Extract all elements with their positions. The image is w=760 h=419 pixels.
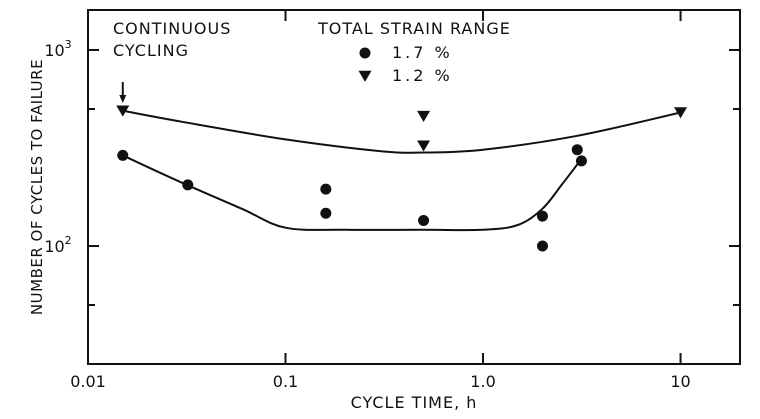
- legend-label: 1.7 %: [392, 43, 453, 62]
- legend-label: 1.2 %: [392, 66, 453, 85]
- x-tick-labels: 0.01 0.1 1.0 10: [70, 372, 691, 391]
- y-tick-label: 103: [44, 38, 71, 60]
- y-tick-label: 102: [44, 234, 71, 256]
- x-tick-label: 10: [670, 372, 690, 391]
- point-series-1-7: [320, 207, 332, 219]
- point-series-1-2: [417, 140, 431, 152]
- point-series-1-7: [536, 240, 548, 252]
- legend-title: TOTAL STRAIN RANGE: [317, 19, 511, 38]
- point-series-1-2: [417, 110, 431, 122]
- point-series-1-7: [575, 155, 587, 167]
- y-axis-label: NUMBER OF CYCLES TO FAILURE: [28, 59, 46, 315]
- point-series-1-7: [117, 149, 129, 161]
- y-tick-labels: 102 103: [44, 38, 71, 256]
- point-series-1-7: [418, 214, 430, 226]
- x-tick-label: 0.1: [273, 372, 298, 391]
- legend-marker: [359, 47, 371, 59]
- point-series-1-2: [674, 107, 688, 119]
- legend-marker: [358, 70, 372, 82]
- annotation-arrow: [119, 82, 127, 103]
- point-series-1-7: [536, 210, 548, 222]
- point-series-1-7: [182, 179, 194, 191]
- annotation-cycling: CYCLING: [113, 41, 189, 60]
- axis-ticks: [87, 10, 740, 364]
- point-series-1-7: [320, 183, 332, 195]
- curve-series-1-7: [122, 154, 581, 232]
- x-tick-label: 1.0: [470, 372, 495, 391]
- legend: 1.7 % 1.2 %: [358, 43, 453, 85]
- curve-series-1-2: [122, 109, 681, 154]
- x-axis-label: CYCLE TIME, h: [351, 393, 478, 412]
- fit-curves: [122, 109, 681, 232]
- annotation-arrow-head: [119, 95, 127, 103]
- annotation-continuous: CONTINUOUS: [113, 19, 231, 38]
- data-markers: [116, 105, 688, 252]
- plot-frame: [87, 9, 741, 365]
- point-series-1-7: [571, 144, 583, 156]
- x-tick-label: 0.01: [70, 372, 106, 391]
- point-series-1-2: [116, 105, 130, 117]
